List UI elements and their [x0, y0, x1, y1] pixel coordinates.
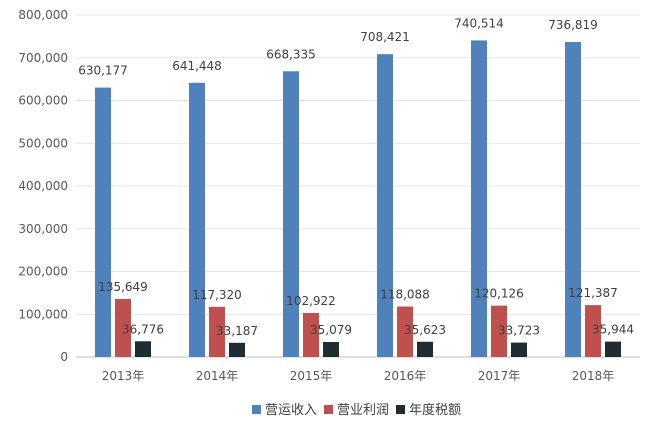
y-tick-label: 400,000	[18, 179, 68, 193]
gridlines	[76, 14, 640, 358]
x-tick-label: 2014年	[196, 369, 239, 383]
x-tick-label: 2016年	[384, 369, 427, 383]
bar	[511, 342, 527, 357]
y-tick-label: 600,000	[18, 94, 68, 108]
data-label: 117,320	[192, 288, 242, 302]
bar	[283, 71, 299, 357]
x-tick-label: 2017年	[478, 369, 521, 383]
y-tick-label: 100,000	[18, 307, 68, 321]
bar	[585, 305, 601, 357]
bar	[397, 306, 413, 357]
x-tick-label: 2013年	[102, 369, 145, 383]
data-label: 121,387	[568, 286, 618, 300]
bar	[417, 341, 433, 357]
bar	[115, 299, 131, 357]
data-label: 740,514	[454, 16, 504, 30]
legend-swatch	[324, 405, 333, 414]
data-label: 102,922	[286, 294, 336, 308]
bar	[189, 82, 205, 358]
legend-label: 营运收入	[265, 403, 317, 418]
y-axis-tick-labels: 0 100,000 200,000 300,000 400,000 500,000 600,…	[18, 8, 68, 364]
data-label: 33,187	[216, 324, 258, 338]
data-label: 35,623	[404, 323, 446, 337]
y-tick-label: 800,000	[18, 8, 68, 22]
bar	[491, 305, 507, 357]
y-tick-label: 200,000	[18, 265, 68, 279]
x-tick-label: 2018年	[572, 369, 615, 383]
data-label: 668,335	[266, 47, 316, 61]
data-label: 708,421	[360, 30, 410, 44]
bar	[565, 42, 581, 357]
bar	[95, 87, 111, 357]
bar	[209, 306, 225, 357]
data-label: 630,177	[78, 64, 128, 78]
data-label: 118,088	[380, 288, 430, 302]
bar	[135, 341, 151, 357]
bar	[471, 40, 487, 357]
data-labels: 630,177 135,649 36,776 641,448 117,320 33,187…	[78, 16, 634, 337]
legend-label: 年度税额	[409, 402, 461, 418]
data-label: 641,448	[172, 59, 222, 73]
legend: 营运收入 营业利润 年度税额	[252, 402, 461, 418]
legend-swatch	[396, 405, 405, 414]
bar	[323, 342, 339, 357]
data-label: 36,776	[122, 322, 164, 336]
x-axis-tick-labels: 2013年 2014年 2015年 2016年 2017年 2018年	[102, 369, 615, 383]
bar	[303, 313, 319, 357]
data-label: 120,126	[474, 287, 524, 301]
y-tick-label: 500,000	[18, 136, 68, 150]
data-label: 35,944	[592, 323, 634, 337]
data-label: 33,723	[498, 324, 540, 338]
legend-label: 营业利润	[337, 403, 389, 418]
bar	[377, 54, 393, 357]
data-label: 35,079	[310, 323, 352, 337]
y-tick-label: 700,000	[18, 51, 68, 65]
bars	[95, 40, 621, 358]
data-label: 736,819	[548, 18, 598, 32]
bar	[229, 342, 245, 357]
legend-swatch	[252, 405, 261, 414]
bar	[605, 341, 621, 357]
data-label: 135,649	[98, 280, 148, 294]
y-tick-label: 0	[60, 350, 68, 364]
x-tick-label: 2015年	[290, 369, 333, 383]
y-tick-label: 300,000	[18, 222, 68, 236]
